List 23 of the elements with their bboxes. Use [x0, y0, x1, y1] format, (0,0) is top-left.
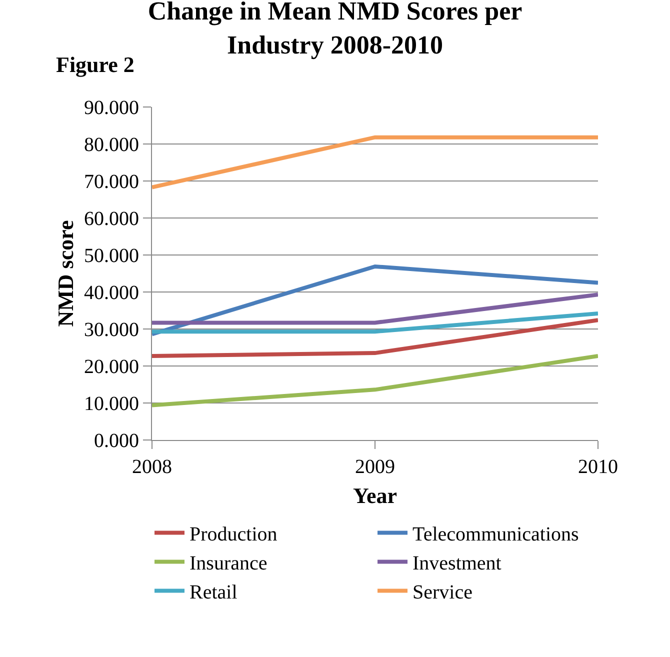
legend-label: Investment: [412, 552, 502, 575]
y-tick-label: 60.000: [84, 208, 139, 230]
legend-label: Production: [190, 524, 278, 546]
y-tick-label: 20.000: [84, 356, 139, 378]
x-axis-title: Year: [353, 482, 398, 508]
x-tick-label: 2010: [578, 456, 618, 478]
y-axis-title: NMD score: [52, 220, 78, 327]
legend-label: Retail: [190, 582, 238, 604]
legend-label: Service: [412, 582, 473, 604]
caption: Figure 2: [56, 52, 134, 77]
x-tick-label: 2008: [132, 456, 172, 478]
chart-title: Change in Mean NMD Scores per Industry 2008-2010: [148, 0, 522, 60]
y-tick-label: 10.000: [84, 393, 139, 415]
y-tick-label: 70.000: [84, 171, 139, 193]
y-tick-label: 40.000: [84, 282, 139, 304]
x-tick-label: 2009: [355, 456, 395, 478]
legend-label: Telecommunications: [412, 524, 580, 546]
y-tick-label: 80.000: [84, 134, 139, 156]
legend-label: Insurance: [190, 552, 268, 575]
y-tick-label: 0.000: [94, 430, 139, 452]
y-tick-label: 90.000: [84, 97, 139, 119]
y-tick-label: 30.000: [84, 319, 139, 341]
y-tick-label: 50.000: [84, 245, 139, 267]
